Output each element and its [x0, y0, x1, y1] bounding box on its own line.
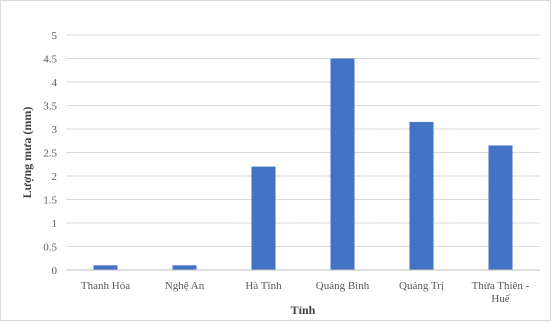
bar — [93, 265, 118, 270]
bars — [93, 58, 513, 270]
gridlines — [66, 34, 540, 247]
y-tick-label: 3.5 — [43, 101, 57, 113]
y-tick-label: 2.5 — [43, 148, 57, 160]
y-tick-label: 0.5 — [43, 242, 57, 254]
y-tick-label: 2 — [52, 171, 58, 183]
y-axis-tick-labels: 0 0.5 1 1.5 2 2.5 3 3.5 4 4.5 5 — [43, 30, 57, 277]
bar — [172, 265, 197, 270]
y-tick-label: 1.5 — [43, 195, 57, 207]
x-tick-label: Quảng Bình — [316, 280, 370, 292]
x-tick-label: Huế — [491, 293, 510, 305]
x-tick-label: Thừa Thiên - — [472, 280, 530, 292]
bar — [409, 121, 434, 270]
x-axis-title: Tỉnh — [291, 303, 316, 317]
x-tick-label: Thanh Hóa — [81, 280, 130, 292]
x-axis-tick-labels: Thanh Hóa Nghệ An Hà Tĩnh Quảng Bình Quảng T… — [81, 280, 530, 305]
x-tick-label: Hà Tĩnh — [245, 280, 282, 292]
y-tick-label: 3 — [52, 124, 58, 136]
y-axis-title: Lượng mưa (mm) — [20, 107, 34, 199]
bar — [251, 166, 276, 270]
x-tick-label: Quảng Trị — [399, 280, 444, 292]
y-tick-label: 4.5 — [43, 54, 57, 66]
y-tick-label: 1 — [52, 218, 58, 230]
y-tick-label: 0 — [52, 265, 58, 277]
x-tick-label: Nghệ An — [165, 280, 205, 292]
y-tick-label: 5 — [52, 30, 58, 42]
bar — [488, 145, 513, 270]
bar — [330, 58, 355, 270]
y-tick-label: 4 — [52, 77, 58, 89]
